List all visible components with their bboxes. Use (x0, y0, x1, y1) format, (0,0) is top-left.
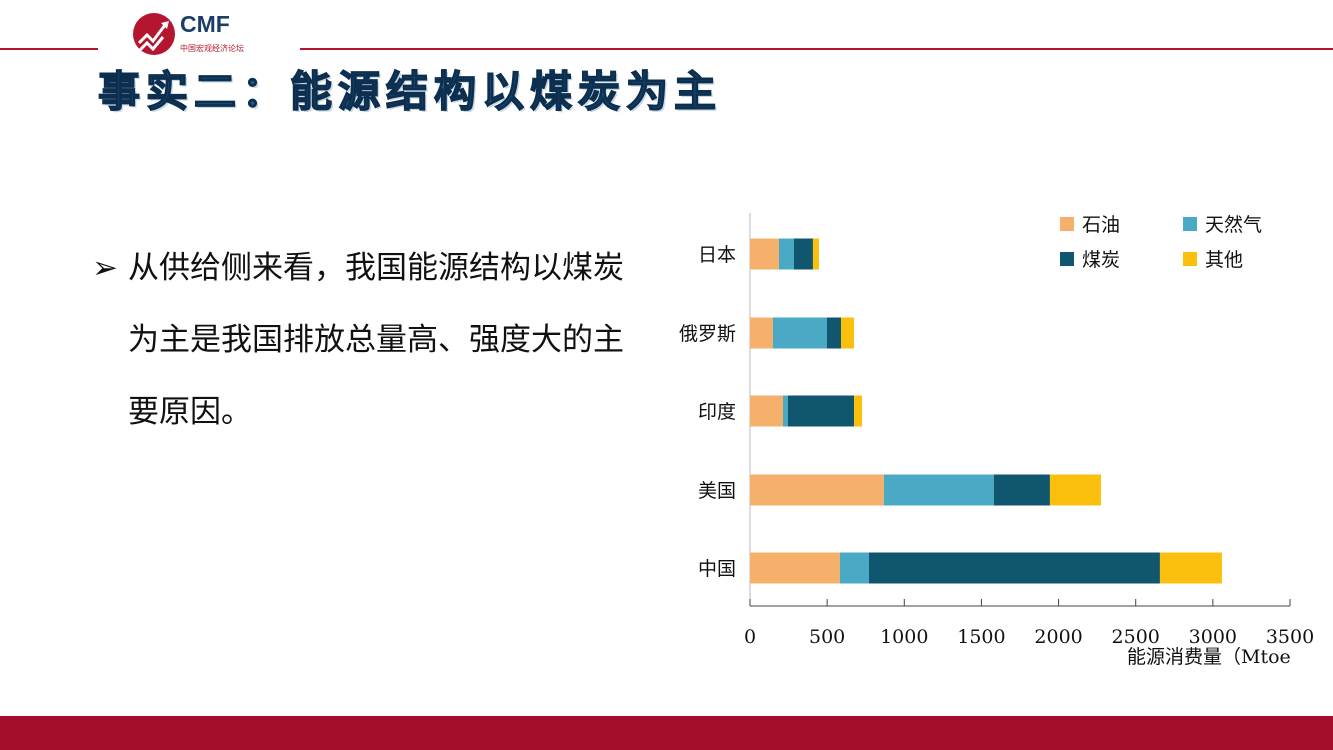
legend-swatch-煤炭 (1060, 252, 1074, 266)
category-label: 俄罗斯 (679, 323, 736, 345)
bar-segment-美国-其他 (1049, 474, 1101, 506)
arrow-bullet-icon: ➢ (92, 250, 118, 286)
bullet-point: ➢ 从供给侧来看，我国能源结构以煤炭为主是我国排放总量高、强度大的主要原因。 (92, 232, 652, 448)
x-tick-label: 1000 (880, 626, 928, 648)
bar-segment-俄罗斯-其他 (841, 317, 854, 349)
legend-swatch-石油 (1060, 217, 1074, 231)
legend-label: 石油 (1082, 214, 1120, 236)
header-line-left (0, 48, 98, 50)
x-axis-label: 能源消费量（Mtoe (1127, 646, 1291, 668)
x-tick-label: 0 (744, 626, 756, 648)
bar-segment-日本-煤炭 (793, 238, 813, 270)
bar-segment-印度-天然气 (783, 395, 788, 427)
bullet-text: 从供给侧来看，我国能源结构以煤炭为主是我国排放总量高、强度大的主要原因。 (128, 250, 624, 430)
bar-segment-印度-其他 (853, 395, 863, 427)
bar-segment-中国-天然气 (839, 552, 869, 584)
logo-brand: CMF (180, 11, 230, 37)
bar-segment-俄罗斯-天然气 (772, 317, 827, 349)
logo-chart-icon (133, 13, 175, 55)
category-label: 中国 (698, 558, 736, 580)
bar-segment-日本-其他 (812, 238, 819, 270)
bar-segment-中国-其他 (1159, 552, 1222, 584)
logo: CMF 中国宏观经济论坛 (133, 11, 273, 55)
category-label: 印度 (698, 401, 736, 423)
legend-label: 天然气 (1205, 214, 1262, 236)
category-label: 美国 (698, 480, 736, 502)
bar-segment-印度-石油 (750, 395, 784, 427)
x-tick-label: 2500 (1112, 626, 1160, 648)
category-label: 日本 (698, 244, 736, 266)
bar-segment-美国-石油 (750, 474, 884, 506)
bar-segment-中国-石油 (750, 552, 840, 584)
x-tick-label: 500 (809, 626, 845, 648)
footer-band (0, 716, 1333, 750)
bar-segment-中国-煤炭 (868, 552, 1160, 584)
bar-segment-俄罗斯-石油 (750, 317, 773, 349)
logo-subtitle: 中国宏观经济论坛 (180, 44, 244, 53)
bar-segment-俄罗斯-煤炭 (826, 317, 842, 349)
legend-swatch-其他 (1183, 252, 1197, 266)
bar-segment-印度-煤炭 (787, 395, 854, 427)
header-line-right (300, 48, 1333, 50)
bar-segment-日本-天然气 (779, 238, 794, 270)
bar-segment-日本-石油 (750, 238, 780, 270)
x-tick-label: 3500 (1266, 626, 1314, 648)
x-tick-label: 3000 (1189, 626, 1237, 648)
bar-segment-美国-煤炭 (993, 474, 1050, 506)
x-tick-label: 1500 (957, 626, 1005, 648)
legend-label: 其他 (1205, 249, 1243, 271)
legend-swatch-天然气 (1183, 217, 1197, 231)
bar-segment-美国-天然气 (883, 474, 994, 506)
slide-title: 事实二：能源结构以煤炭为主 (97, 66, 723, 117)
legend-label: 煤炭 (1082, 249, 1120, 271)
x-tick-label: 2000 (1034, 626, 1082, 648)
